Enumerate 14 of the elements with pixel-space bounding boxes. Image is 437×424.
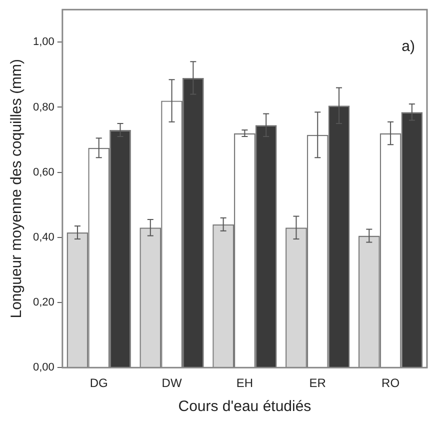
y-tick-label: 0,60	[32, 166, 54, 178]
x-tick-label: ER	[309, 376, 326, 390]
y-tick-label: 0,20	[32, 296, 54, 309]
x-tick-label: DW	[162, 376, 182, 390]
y-tick-label: 1,00	[32, 36, 54, 48]
x-tick-label: RO	[382, 376, 400, 390]
y-axis-title: Longueur moyenne des coquilles (mm)	[8, 58, 26, 318]
x-axis-title: Cours d'eau étudiés	[178, 398, 312, 416]
annotation: a)	[402, 38, 415, 56]
y-tick-label: 0,80	[32, 101, 54, 114]
y-tick-label: 0,00	[32, 362, 54, 374]
y-tick-label: 0,40	[32, 231, 54, 244]
x-tick-label: EH	[236, 376, 254, 390]
x-tick-label: DG	[90, 376, 108, 390]
